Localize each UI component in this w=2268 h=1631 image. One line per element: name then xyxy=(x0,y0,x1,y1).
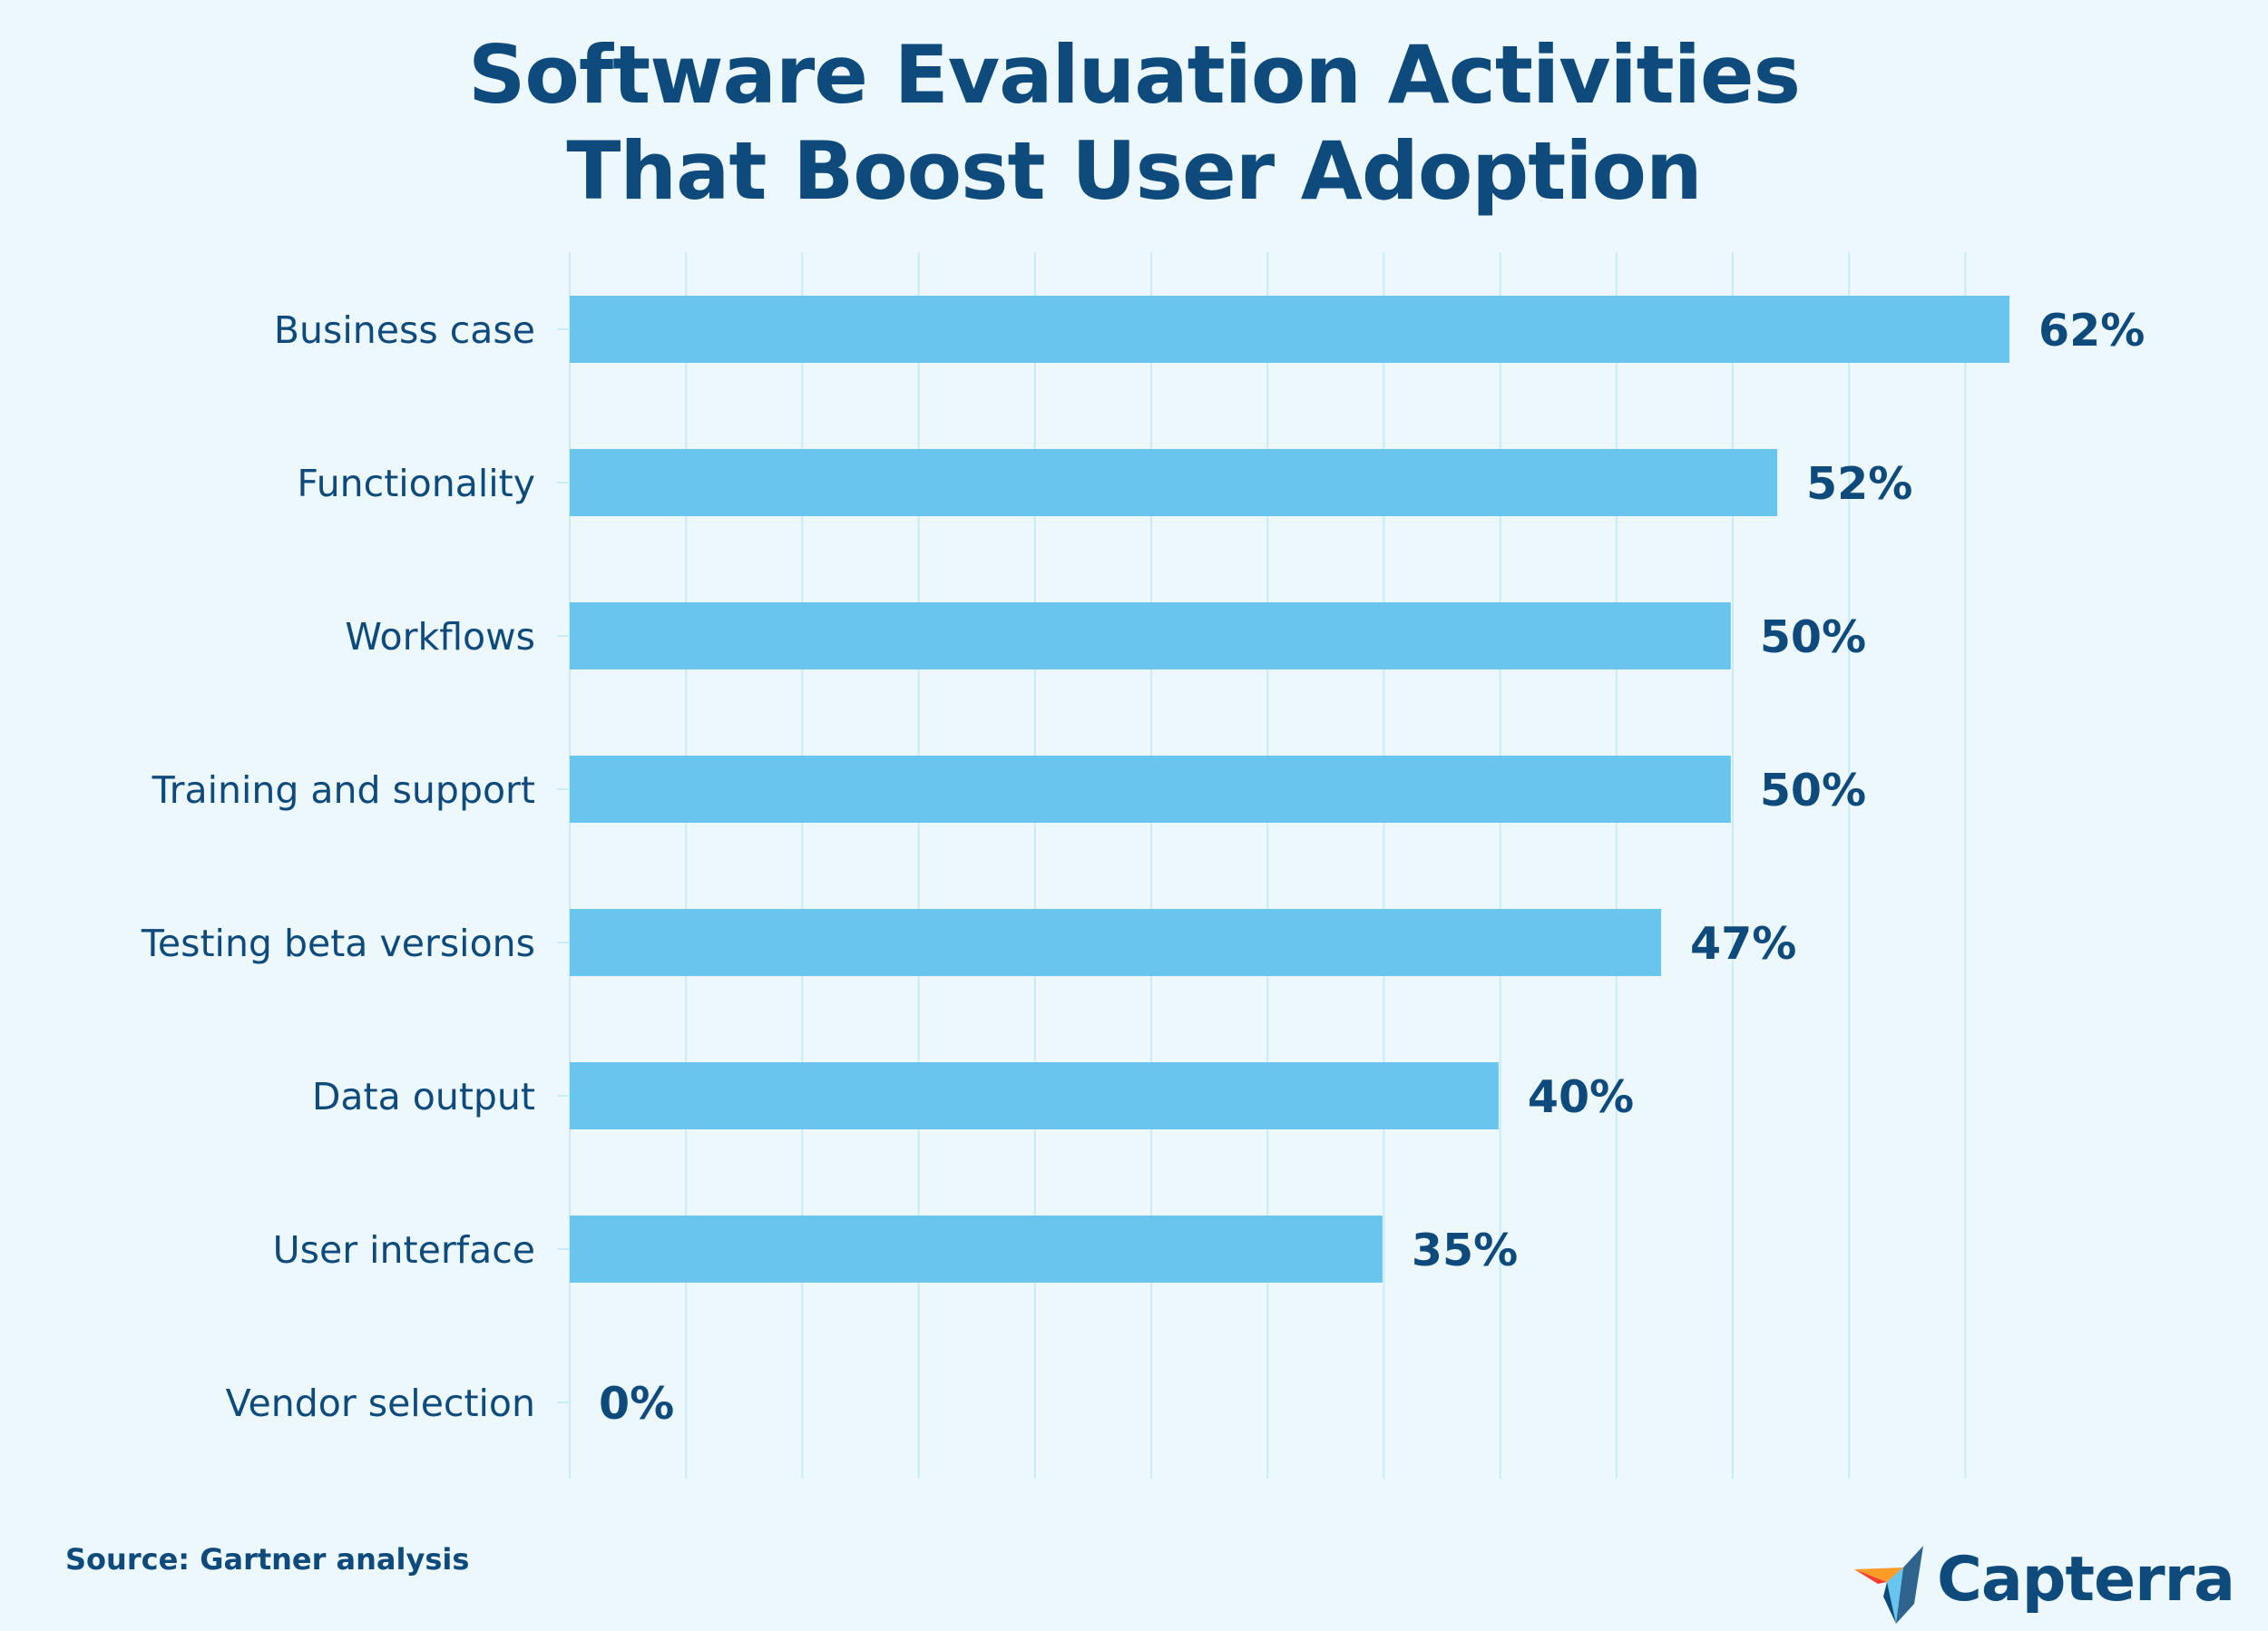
data-label: 52% xyxy=(1806,458,1912,510)
bar xyxy=(570,602,1731,669)
data-label: 47% xyxy=(1690,918,1796,970)
category-label: User interface xyxy=(273,1228,535,1272)
bar xyxy=(570,909,1662,976)
bar xyxy=(570,1216,1383,1283)
category-label: Testing beta versions xyxy=(141,922,535,965)
category-label: Business case xyxy=(274,308,535,352)
data-label: 50% xyxy=(1760,765,1866,816)
chart-title: Software Evaluation Activities That Boos… xyxy=(0,27,2268,220)
data-label: 35% xyxy=(1412,1225,1518,1276)
bar xyxy=(570,296,2009,363)
category-label: Vendor selection xyxy=(226,1382,535,1425)
bar xyxy=(570,756,1731,823)
category-label: Data output xyxy=(312,1075,535,1118)
category-label: Functionality xyxy=(297,462,535,505)
chart-title-line-2: That Boost User Adoption xyxy=(566,124,1702,218)
data-label: 50% xyxy=(1760,611,1866,663)
data-label: 0% xyxy=(599,1378,674,1430)
source-note: Source: Gartner analysis xyxy=(65,1542,470,1577)
category-label: Training and support xyxy=(152,768,535,812)
capterra-logo-text: Capterra xyxy=(1937,1544,2235,1616)
bar xyxy=(570,449,1778,516)
capterra-logo: Capterra xyxy=(1851,1542,2241,1624)
bar xyxy=(570,1062,1499,1129)
chart-title-line-1: Software Evaluation Activities xyxy=(468,28,1801,122)
capterra-arrow-icon xyxy=(1854,1546,1923,1624)
data-label: 62% xyxy=(2038,305,2145,356)
category-label: Workflows xyxy=(345,615,535,659)
data-label: 40% xyxy=(1528,1071,1634,1123)
